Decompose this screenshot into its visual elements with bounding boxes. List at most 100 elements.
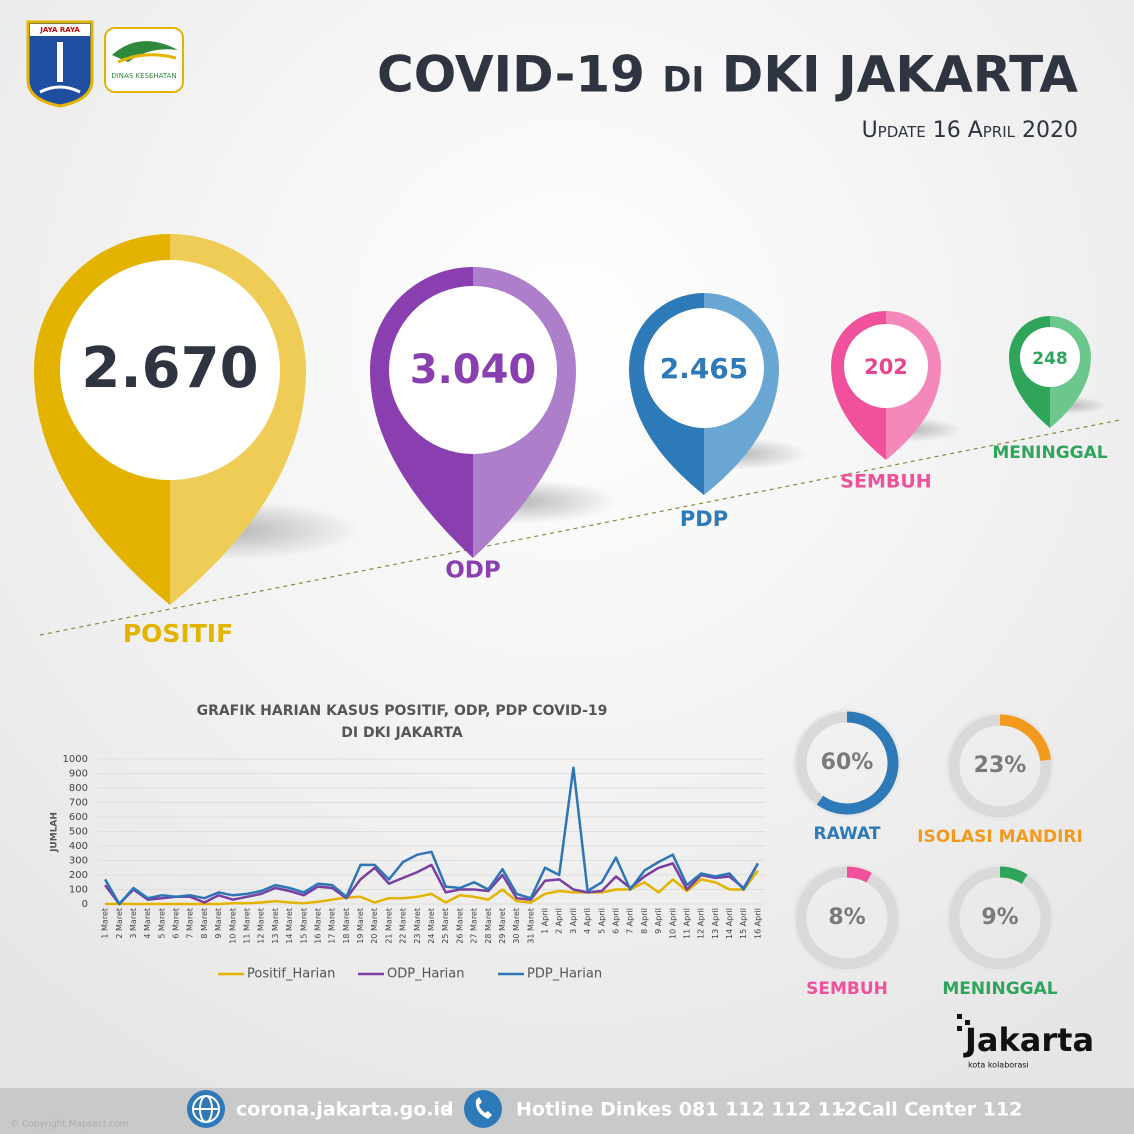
x-tick-label: 7 April xyxy=(626,908,635,934)
x-tick-label: 25 Maret xyxy=(441,908,450,944)
series-line xyxy=(104,862,759,906)
donut-outer xyxy=(793,709,901,817)
x-tick-label: 6 Maret xyxy=(172,908,181,939)
x-tick-label: 26 Maret xyxy=(455,908,464,944)
x-tick-label: 10 Maret xyxy=(228,908,237,944)
separator: - xyxy=(444,1099,452,1121)
donut-arc xyxy=(999,714,1052,762)
donut-arc xyxy=(846,866,872,883)
brand-tagline: kota kolaborasi xyxy=(968,1061,1029,1070)
x-tick-label: 19 Maret xyxy=(356,908,365,944)
x-tick-label: 23 Maret xyxy=(413,908,422,944)
donut-chart: 23% ISOLASI MANDIRI xyxy=(917,712,1083,847)
x-tick-label: 4 April xyxy=(583,908,592,934)
brand: Jakarta kota kolaborasi xyxy=(957,1014,1094,1070)
x-tick-label: 3 Maret xyxy=(129,908,138,939)
y-tick-label: 900 xyxy=(69,769,88,780)
y-tick-label: 200 xyxy=(69,870,88,881)
x-tick-label: 9 Maret xyxy=(214,908,223,939)
x-tick-label: 7 Maret xyxy=(186,908,195,939)
x-tick-label: 27 Maret xyxy=(470,908,479,944)
series-line xyxy=(104,766,759,906)
y-tick-label: 400 xyxy=(69,841,88,852)
x-tick-label: 8 April xyxy=(640,908,649,934)
pin-value: 248 xyxy=(1032,349,1068,369)
x-tick-label: 17 Maret xyxy=(328,908,337,944)
x-tick-label: 18 Maret xyxy=(342,908,351,944)
x-tick-label: 9 April xyxy=(654,908,663,934)
x-tick-label: 3 April xyxy=(569,908,578,934)
x-tick-label: 5 April xyxy=(597,908,606,934)
donut-outer xyxy=(793,864,901,972)
donut-arc xyxy=(816,711,899,815)
x-tick-label: 16 Maret xyxy=(313,908,322,944)
series-line xyxy=(105,869,759,906)
donut-value-label: 9% xyxy=(981,905,1018,930)
pin-value: 2.465 xyxy=(660,352,749,385)
y-tick-label: 600 xyxy=(69,812,88,823)
donut-outer xyxy=(946,712,1054,820)
pin-value: 3.040 xyxy=(410,347,537,393)
charts: GRAFIK HARIAN KASUS POSITIF, ODP, PDP CO… xyxy=(50,703,1083,999)
donut-value-label: 8% xyxy=(828,905,865,930)
donut-chart: 9% MENINGGAL xyxy=(942,864,1058,999)
legend-label: PDP_Harian xyxy=(527,967,602,982)
x-tick-label: 15 Maret xyxy=(299,908,308,944)
update-date: Update 16 April 2020 xyxy=(862,118,1078,143)
pin-label: SEMBUH xyxy=(840,471,931,493)
y-tick-label: 700 xyxy=(69,798,88,809)
donut-title: MENINGGAL xyxy=(942,979,1057,999)
title: COVID-19 di DKI JAKARTA xyxy=(377,46,1078,104)
brand-name: Jakarta xyxy=(963,1021,1094,1059)
x-tick-label: 4 Maret xyxy=(143,908,152,939)
separator: - xyxy=(838,1099,846,1121)
y-tick-label: 100 xyxy=(69,885,88,896)
website[interactable]: corona.jakarta.go.id xyxy=(236,1099,454,1121)
pin: 248 MENINGGAL xyxy=(992,316,1108,463)
donut-title: SEMBUH xyxy=(806,979,888,999)
call-center: Call Center 112 xyxy=(858,1099,1022,1121)
x-tick-label: 22 Maret xyxy=(399,908,408,944)
hotline: Hotline Dinkes 081 112 112 112 xyxy=(516,1099,857,1121)
x-tick-label: 24 Maret xyxy=(427,908,436,944)
donut-title: RAWAT xyxy=(814,824,881,844)
globe-icon xyxy=(187,1090,225,1128)
x-tick-label: 31 Maret xyxy=(526,908,535,944)
pin-face xyxy=(644,308,764,428)
pin-face xyxy=(389,286,557,454)
pin: 3.040 ODP xyxy=(370,267,618,584)
pin-face xyxy=(60,260,280,480)
x-tick-label: 5 Maret xyxy=(157,908,166,939)
pin-face xyxy=(844,324,928,408)
pin-label: MENINGGAL xyxy=(992,443,1107,463)
pin-value: 2.670 xyxy=(81,336,258,401)
y-tick-label: 1000 xyxy=(63,754,88,765)
x-tick-label: 12 April xyxy=(697,908,706,939)
y-axis-label: JUMLAH xyxy=(50,812,60,853)
copyright: © Copyright Mapsect.com xyxy=(10,1120,128,1130)
x-tick-label: 11 April xyxy=(682,908,691,939)
pin-value: 202 xyxy=(864,355,908,379)
y-tick-label: 800 xyxy=(69,783,88,794)
x-tick-label: 29 Maret xyxy=(498,908,507,944)
x-tick-label: 28 Maret xyxy=(484,908,493,944)
x-tick-label: 6 April xyxy=(611,908,620,934)
phone-icon xyxy=(464,1090,502,1128)
chart-title: DI DKI JAKARTA xyxy=(341,725,463,741)
donut-value-label: 23% xyxy=(974,753,1027,778)
y-tick-label: 300 xyxy=(69,856,88,867)
x-tick-label: 8 Maret xyxy=(200,908,209,939)
x-tick-label: 1 April xyxy=(541,908,550,934)
x-tick-label: 30 Maret xyxy=(512,908,521,944)
x-tick-label: 10 April xyxy=(668,908,677,939)
donut-arc xyxy=(999,866,1028,884)
x-tick-label: 14 April xyxy=(725,908,734,939)
logo-right: DINAS KESEHATAN xyxy=(104,27,184,93)
x-tick-label: 21 Maret xyxy=(384,908,393,944)
donut-chart: 8% SEMBUH xyxy=(793,864,901,999)
pin: 2.465 PDP xyxy=(629,293,809,531)
pin: 2.670 POSITIF xyxy=(34,234,361,648)
y-tick-label: 500 xyxy=(69,827,88,838)
